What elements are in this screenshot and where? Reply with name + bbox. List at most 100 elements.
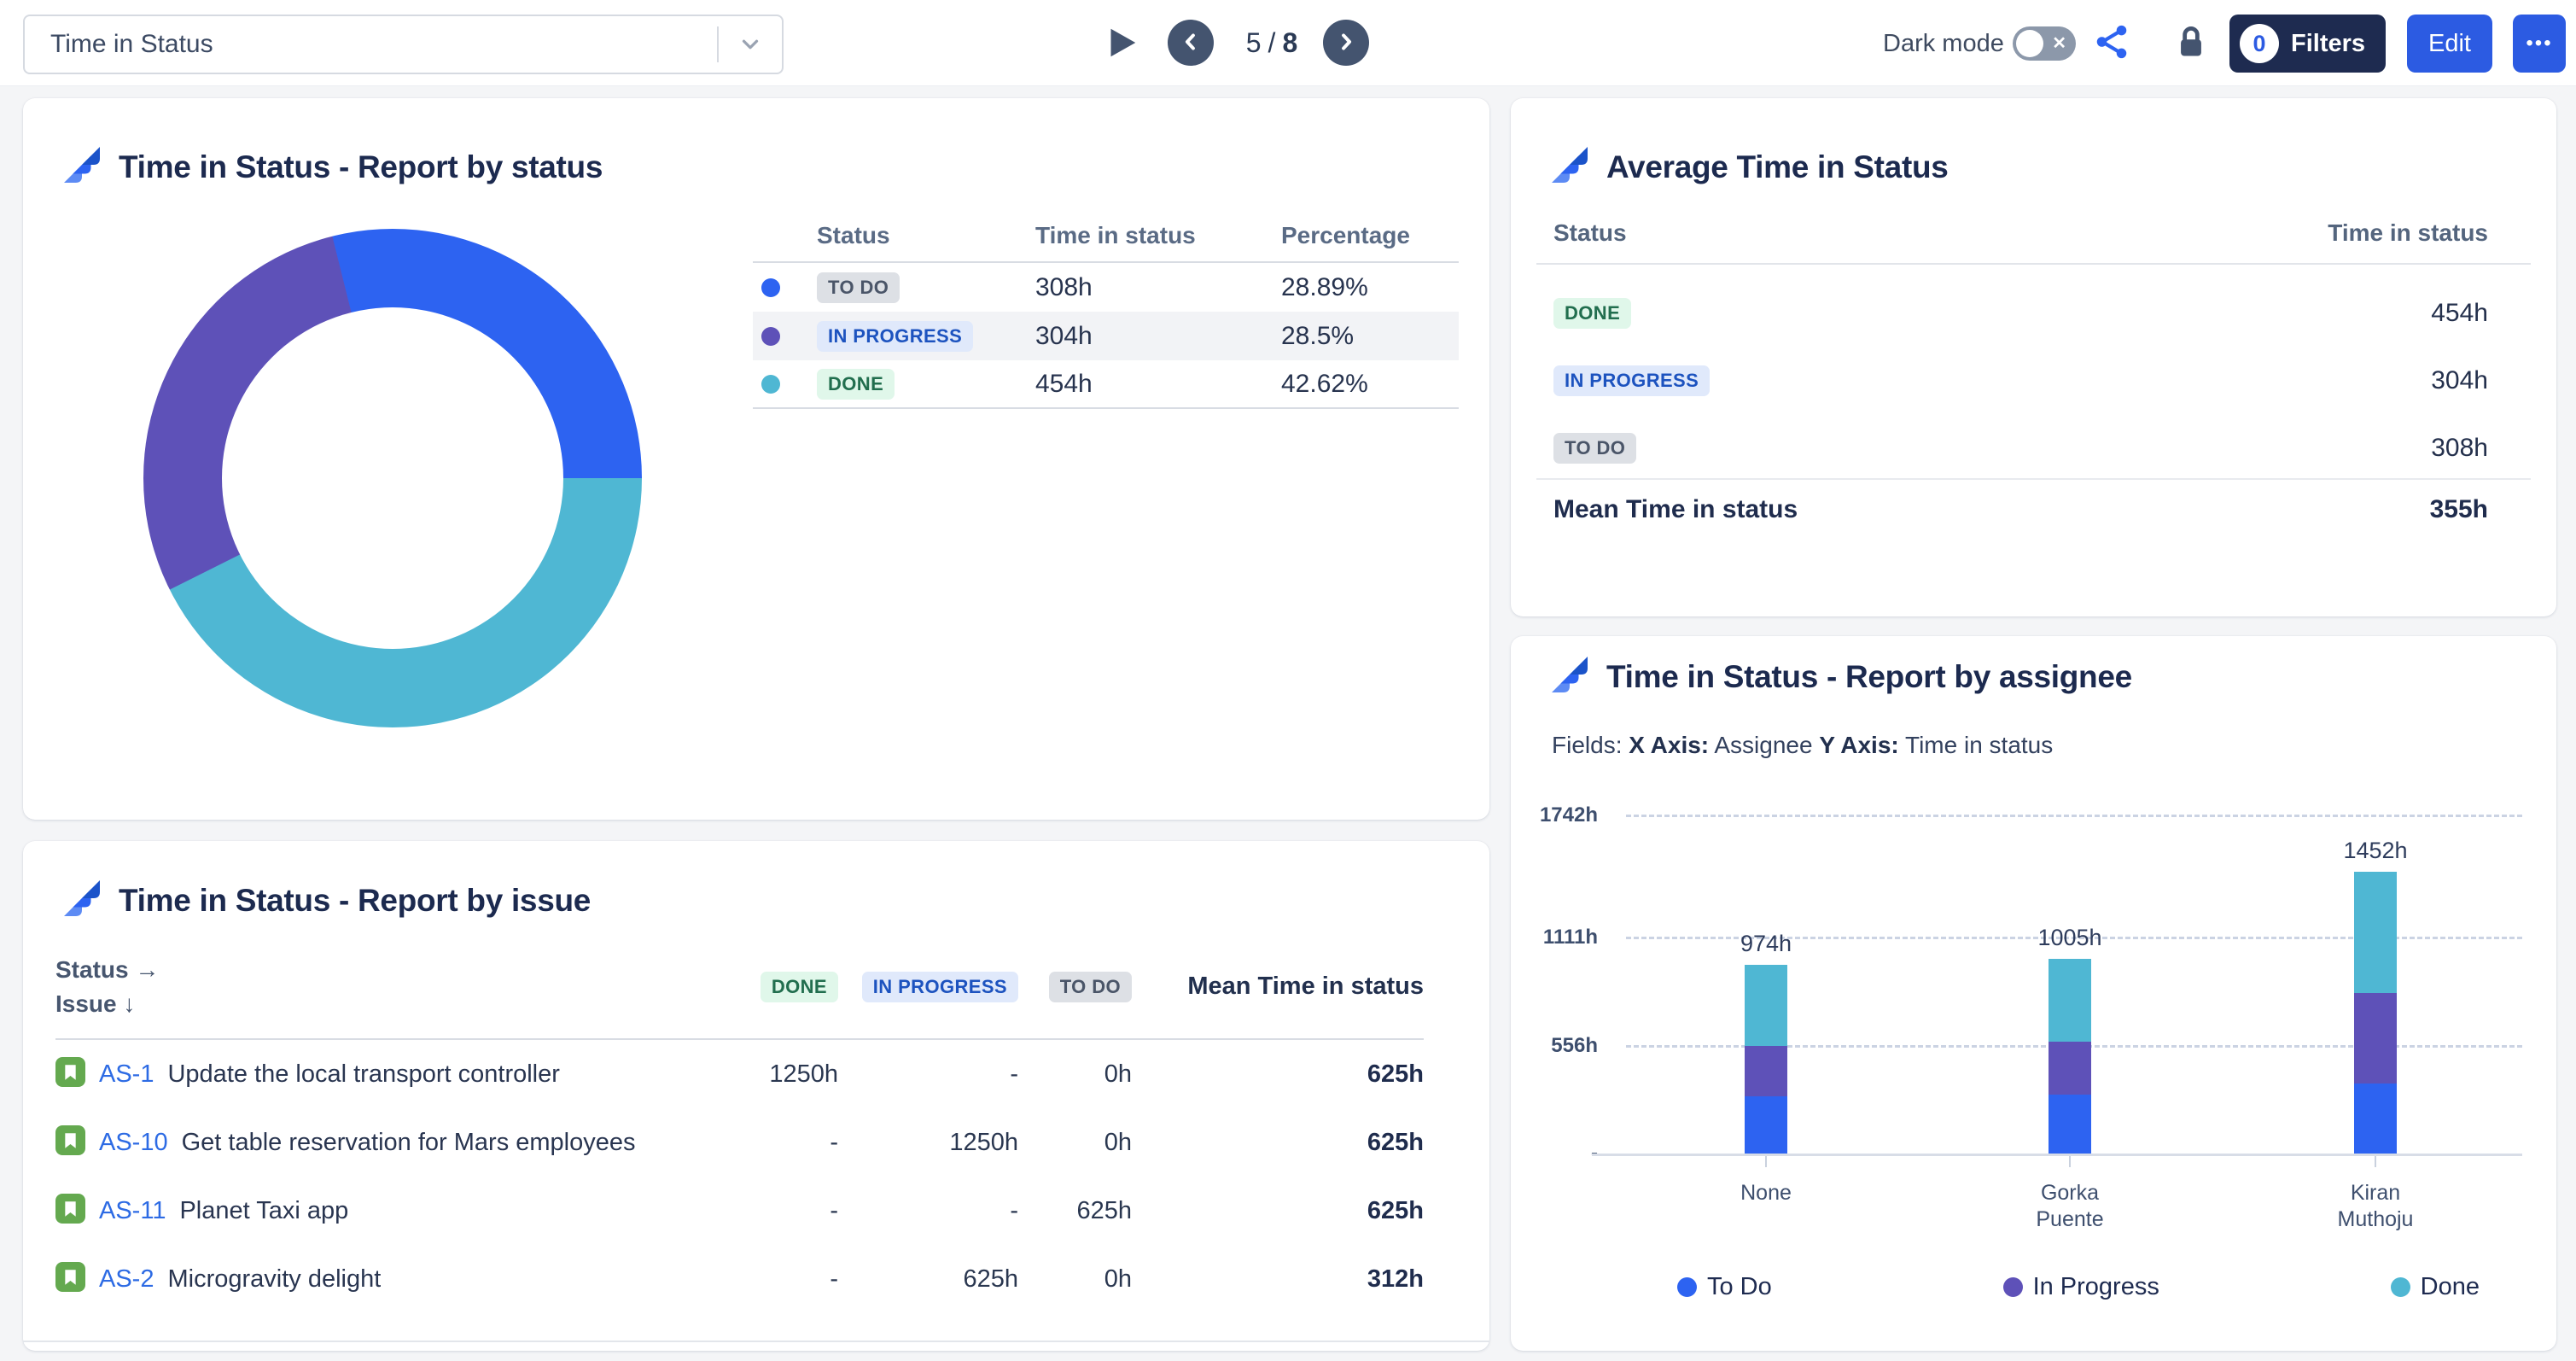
story-icon <box>55 1057 85 1091</box>
lock-button[interactable] <box>2171 22 2212 63</box>
time-value: 304h <box>1035 321 1093 350</box>
story-icon <box>55 1194 85 1228</box>
x-axis-tick <box>2375 1156 2376 1167</box>
gridline <box>1626 815 2522 817</box>
toolbar: Time in Status 5/8 Dark mode ✕ <box>0 0 2576 85</box>
panel-report-by-issue: Time in Status - Report by issue Status … <box>23 841 1489 1351</box>
table-row[interactable]: DONE 454h 42.62% <box>753 360 1459 409</box>
percentage-value: 28.5% <box>1281 321 1355 350</box>
inprogress-value: 625h <box>963 1265 1018 1293</box>
dark-mode-toggle[interactable]: ✕ <box>2013 26 2076 61</box>
x-axis-label: X Axis: <box>1629 732 1710 758</box>
next-page-button[interactable] <box>1323 20 1369 66</box>
bar-segment[interactable] <box>2354 1084 2397 1154</box>
time-value: 454h <box>1035 369 1093 398</box>
col-inprogress-badge[interactable]: IN PROGRESS <box>861 971 1018 1002</box>
done-value: - <box>830 1265 838 1293</box>
col-percentage: Percentage <box>1281 221 1410 248</box>
bar-total-label: 1005h <box>2037 924 2102 950</box>
col-status[interactable]: Status <box>1553 219 1627 246</box>
divider <box>23 1341 1489 1342</box>
percentage-value: 28.89% <box>1281 272 1368 301</box>
bar-segment[interactable] <box>2049 1094 2091 1154</box>
status-badge: DONE <box>817 368 895 400</box>
issue-key-link[interactable]: AS-10 <box>99 1128 168 1156</box>
chevron-left-icon <box>1179 30 1203 56</box>
jira-icon <box>1552 657 1588 697</box>
legend-item[interactable]: In Progress <box>2002 1272 2159 1301</box>
table-row[interactable]: IN PROGRESS 304h <box>1553 347 2488 414</box>
filters-button[interactable]: 0 Filters <box>2229 15 2387 73</box>
y-axis-tick-label: - <box>1519 1141 1598 1166</box>
y-axis-tick-label: 1111h <box>1542 926 1598 949</box>
panel-report-by-assignee: Time in Status - Report by assignee Fiel… <box>1511 636 2556 1351</box>
play-button[interactable] <box>1099 22 1142 65</box>
done-value: 1250h <box>769 1060 838 1088</box>
share-button[interactable] <box>2091 22 2132 63</box>
story-icon <box>55 1125 85 1159</box>
edit-button[interactable]: Edit <box>2407 15 2492 73</box>
time-value: 308h <box>2431 433 2488 462</box>
issue-summary: Get table reservation for Mars employees <box>181 1128 636 1156</box>
legend-item[interactable]: To Do <box>1677 1273 1772 1301</box>
panel-average-time: Average Time in Status Status Time in st… <box>1511 98 2556 616</box>
col-time: Time in status <box>1035 221 1196 248</box>
inprogress-value: - <box>1010 1060 1018 1088</box>
arrow-right-icon: → <box>135 955 160 983</box>
issue-key-link[interactable]: AS-11 <box>99 1196 166 1224</box>
legend-dot <box>1677 1276 1697 1297</box>
prev-page-button[interactable] <box>1168 20 1214 66</box>
col-status: Status <box>817 221 890 248</box>
table-row[interactable]: TO DO 308h <box>1553 414 2488 482</box>
donut-chart[interactable] <box>143 229 642 727</box>
table-row[interactable]: DONE 454h <box>1553 279 2488 347</box>
page-indicator: 5/8 <box>1229 27 1314 59</box>
issue-key-link[interactable]: AS-1 <box>99 1060 154 1088</box>
bar-segment[interactable] <box>2354 871 2397 993</box>
chevron-down-icon[interactable] <box>737 32 763 57</box>
table-row[interactable]: AS-2 Microgravity delight - 625h 0h 312h <box>55 1245 1424 1313</box>
table-row[interactable]: TO DO 308h 28.89% <box>753 263 1459 312</box>
more-button[interactable]: ••• <box>2513 15 2566 73</box>
percentage-value: 42.62% <box>1281 369 1368 398</box>
report-selector[interactable]: Time in Status <box>23 15 784 74</box>
bar-segment[interactable] <box>1745 1095 1787 1154</box>
chart-fields-line: Fields: X Axis: Assignee Y Axis: Time in… <box>1552 732 2054 758</box>
issue-table: Status → Issue ↓ DONE IN PROGRESS TO DO … <box>55 935 1424 1313</box>
bar-segment[interactable] <box>2354 992 2397 1084</box>
mean-value: 625h <box>1367 1060 1424 1088</box>
status-badge: IN PROGRESS <box>817 320 974 352</box>
bar-segment[interactable] <box>2049 958 2091 1043</box>
time-value: 308h <box>1035 272 1093 301</box>
col-done-badge[interactable]: DONE <box>760 971 838 1002</box>
legend-label: To Do <box>1707 1272 1772 1300</box>
legend-item[interactable]: Done <box>2390 1273 2480 1301</box>
table-row[interactable]: AS-1 Update the local transport controll… <box>55 1040 1424 1108</box>
table-row[interactable]: AS-11 Planet Taxi app - - 625h 625h <box>55 1177 1424 1245</box>
bar-total-label: 1452h <box>2343 837 2408 863</box>
series-dot <box>761 374 780 394</box>
table-row[interactable]: AS-10 Get table reservation for Mars emp… <box>55 1108 1424 1177</box>
bar-segment[interactable] <box>1745 1045 1787 1096</box>
chevron-right-icon <box>1334 30 1358 56</box>
chart-legend: To Do In Progress Done <box>1677 1262 2480 1311</box>
issue-key-link[interactable]: AS-2 <box>99 1265 154 1293</box>
status-badge: DONE <box>1553 297 1632 329</box>
legend-label: In Progress <box>2032 1272 2159 1300</box>
status-badge: TO DO <box>817 272 900 303</box>
x-axis-category-label: Gorka Puente <box>2036 1181 2104 1231</box>
mean-value: 625h <box>1367 1128 1424 1156</box>
mean-value: 625h <box>1367 1196 1424 1224</box>
page-separator: / <box>1268 27 1276 58</box>
issue-summary: Update the local transport controller <box>167 1060 560 1088</box>
bar-segment[interactable] <box>1745 964 1787 1046</box>
col-mean[interactable]: Mean Time in status <box>1187 973 1424 1000</box>
y-axis-tick-label: 556h <box>1551 1033 1598 1057</box>
col-todo-badge[interactable]: TO DO <box>1048 971 1132 1002</box>
bar-segment[interactable] <box>2049 1042 2091 1095</box>
x-axis-category-label: Kiran Muthoju <box>2337 1181 2414 1231</box>
mean-value: 355h <box>2429 495 2488 523</box>
col-time[interactable]: Time in status <box>2328 219 2488 246</box>
table-row[interactable]: IN PROGRESS 304h 28.5% <box>753 312 1459 360</box>
arrow-down-icon: ↓ <box>123 990 136 1017</box>
